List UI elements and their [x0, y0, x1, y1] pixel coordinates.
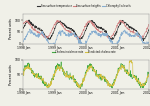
Legend: Cholera incidence rate, Predicted cholera rate: Cholera incidence rate, Predicted choler…: [51, 49, 117, 55]
Y-axis label: Percent units: Percent units: [9, 19, 13, 39]
Y-axis label: Percent units: Percent units: [9, 64, 13, 85]
Legend: Sea surface temperature, Sea surface heights, Chlorophyll a levels: Sea surface temperature, Sea surface hei…: [36, 3, 131, 9]
